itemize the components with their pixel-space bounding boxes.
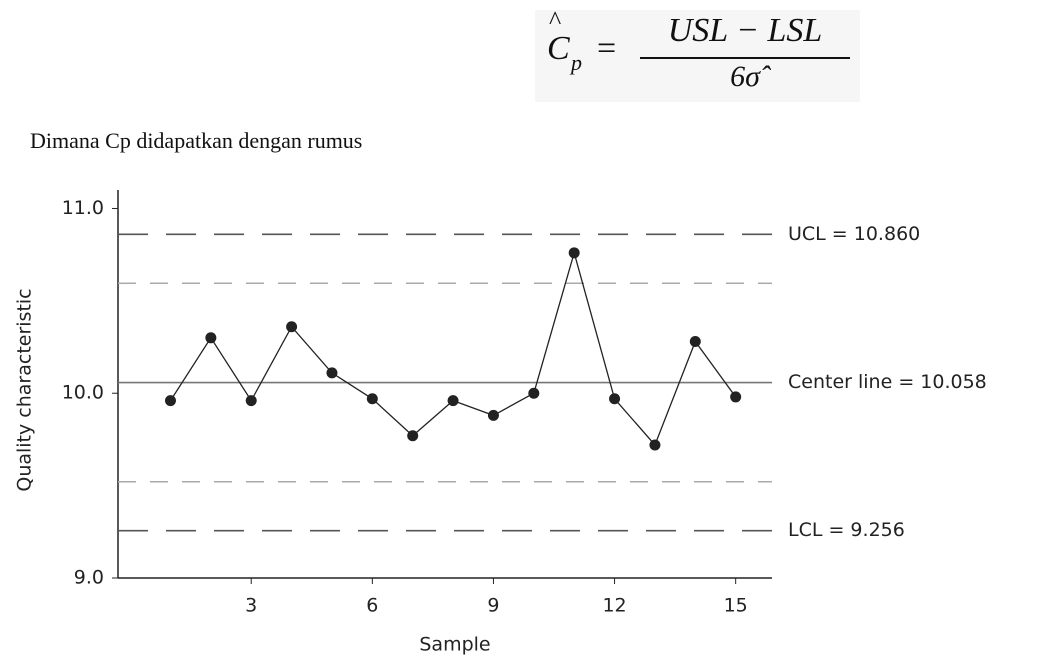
data-point bbox=[649, 439, 660, 450]
data-point bbox=[326, 367, 337, 378]
page: Dimana Cp didapatkan dengan rumus ^ C p … bbox=[0, 0, 1055, 663]
y-tick-label: 9.0 bbox=[74, 567, 104, 589]
data-point bbox=[690, 336, 701, 347]
data-point bbox=[367, 393, 378, 404]
y-axis-label: Quality characteristic bbox=[14, 288, 36, 491]
chart: Sample Quality characteristic 9.0 10.0 11.… bbox=[0, 0, 1055, 663]
x-tick-label: 3 bbox=[245, 595, 257, 617]
data-line bbox=[170, 253, 735, 445]
limit-label: LCL = 9.256 bbox=[788, 519, 905, 541]
data-point bbox=[165, 395, 176, 406]
data-point bbox=[286, 321, 297, 332]
data-point bbox=[448, 395, 459, 406]
x-tick-label: 12 bbox=[602, 595, 626, 617]
data-point bbox=[488, 410, 499, 421]
data-point bbox=[609, 393, 620, 404]
y-tick-label: 11.0 bbox=[62, 197, 104, 219]
data-point bbox=[246, 395, 257, 406]
y-tick-label: 10.0 bbox=[62, 382, 104, 404]
data-point bbox=[205, 332, 216, 343]
x-tick-label: 9 bbox=[487, 595, 499, 617]
data-point bbox=[569, 247, 580, 258]
x-tick-label: 15 bbox=[724, 595, 748, 617]
data-point bbox=[407, 430, 418, 441]
data-point bbox=[528, 388, 539, 399]
limit-label: UCL = 10.860 bbox=[788, 223, 920, 245]
x-tick-label: 6 bbox=[366, 595, 378, 617]
data-point bbox=[730, 391, 741, 402]
x-axis-label: Sample bbox=[419, 634, 490, 656]
limit-label: Center line = 10.058 bbox=[788, 371, 987, 393]
